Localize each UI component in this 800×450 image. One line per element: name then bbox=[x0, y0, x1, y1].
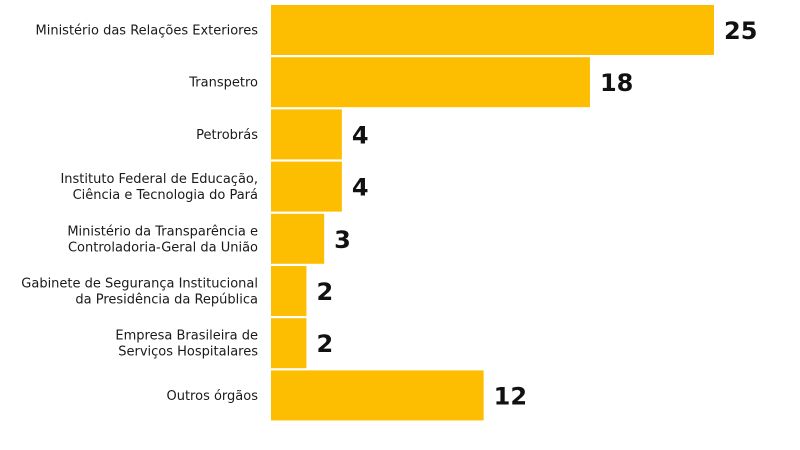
bar-5 bbox=[271, 266, 307, 316]
category-label-line: Controladoria-Geral da União bbox=[68, 240, 258, 255]
category-label-1: Transpetro bbox=[188, 76, 258, 91]
value-label-2: 4 bbox=[352, 121, 369, 149]
category-label-line: Empresa Brasileira de bbox=[115, 329, 258, 344]
category-label-line: Outros órgãos bbox=[166, 389, 258, 404]
bar-7 bbox=[271, 370, 484, 421]
category-label-line: Petrobrás bbox=[196, 128, 258, 143]
bar-2 bbox=[271, 109, 342, 160]
value-label-0: 25 bbox=[724, 17, 757, 45]
value-label-5: 2 bbox=[316, 278, 333, 306]
bar-6 bbox=[271, 318, 307, 369]
category-label-line: Transpetro bbox=[188, 76, 258, 91]
category-label-6: Empresa Brasileira de Serviços Hospitalar… bbox=[115, 329, 258, 360]
category-labels: Ministério das Relações Exteriores Transp… bbox=[21, 24, 258, 404]
category-label-4: Ministério da Transparência e Controlador… bbox=[67, 224, 258, 255]
category-label-line: Ciência e Tecnologia do Pará bbox=[73, 188, 258, 203]
category-label-3: Instituto Federal de Educação, Ciência e … bbox=[60, 172, 258, 203]
category-label-line: da Presidência da República bbox=[75, 293, 258, 308]
category-label-line: Instituto Federal de Educação, bbox=[60, 172, 258, 187]
category-label-line: Ministério da Transparência e bbox=[67, 224, 258, 239]
value-label-1: 18 bbox=[600, 69, 633, 97]
category-label-line: Serviços Hospitalares bbox=[118, 345, 258, 360]
category-label-7: Outros órgãos bbox=[166, 389, 258, 404]
category-label-2: Petrobrás bbox=[196, 128, 258, 143]
value-label-6: 2 bbox=[316, 330, 333, 358]
bars-layer bbox=[271, 5, 714, 421]
bar-1 bbox=[271, 57, 590, 108]
value-label-4: 3 bbox=[334, 226, 351, 254]
bar-0 bbox=[271, 5, 714, 55]
category-label-line: Gabinete de Segurança Institucional bbox=[21, 277, 258, 292]
value-label-7: 12 bbox=[494, 382, 527, 410]
category-label-line: Ministério das Relações Exteriores bbox=[36, 24, 259, 39]
category-label-0: Ministério das Relações Exteriores bbox=[36, 24, 259, 39]
bar-3 bbox=[271, 161, 342, 212]
value-label-3: 4 bbox=[352, 174, 369, 202]
bar-4 bbox=[271, 213, 325, 264]
category-label-5: Gabinete de Segurança Institucional da Pr… bbox=[21, 277, 258, 308]
